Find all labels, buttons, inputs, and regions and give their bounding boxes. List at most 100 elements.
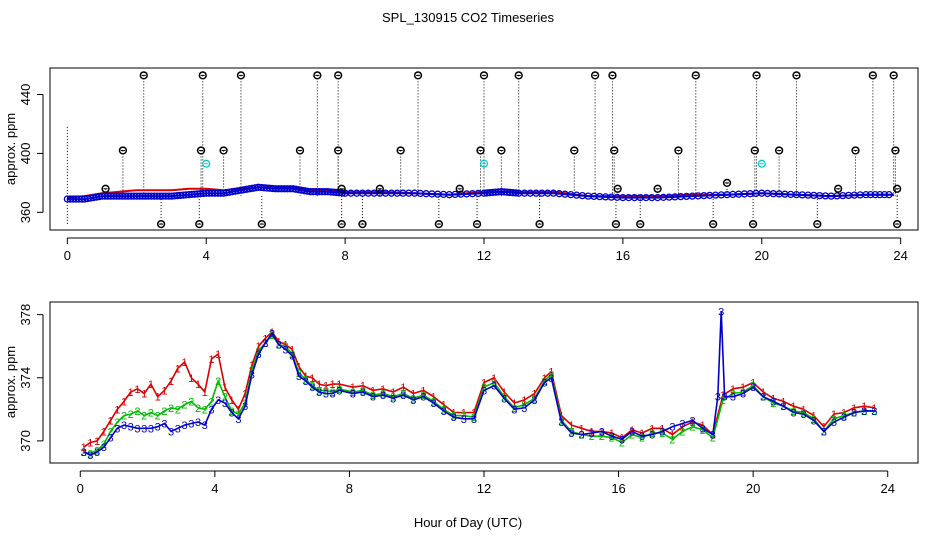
top-reference-marker bbox=[455, 184, 464, 193]
bottom-point-label-ch3: 3 bbox=[282, 344, 288, 356]
bottom-y-tick-label: 370 bbox=[18, 430, 33, 452]
top-reference-marker bbox=[337, 219, 346, 229]
bottom-x-tick-label: 4 bbox=[211, 481, 218, 496]
bottom-point-label-ch2: 2 bbox=[659, 428, 665, 440]
bottom-point-label-ch1: 1 bbox=[599, 426, 605, 438]
bottom-point-label-ch1: 1 bbox=[451, 407, 457, 419]
bottom-point-label-ch2: 2 bbox=[202, 404, 208, 416]
top-reference-marker bbox=[219, 146, 228, 155]
bottom-point-label-ch3: 3 bbox=[94, 447, 100, 459]
bottom-point-label-ch3: 3 bbox=[811, 415, 817, 427]
bottom-point-label-ch2: 2 bbox=[679, 426, 685, 438]
bottom-point-label-ch1: 1 bbox=[639, 428, 645, 440]
bottom-point-label-ch3: 3 bbox=[730, 392, 736, 404]
bottom-point-label-ch3: 3 bbox=[511, 404, 517, 416]
bottom-point-label-ch3: 3 bbox=[323, 389, 329, 401]
bottom-point-label-ch3: 3 bbox=[461, 414, 467, 426]
bottom-point-label-ch3: 3 bbox=[316, 387, 322, 399]
top-reference-marker bbox=[750, 146, 759, 155]
bottom-point-label-ch1: 1 bbox=[461, 407, 467, 419]
bottom-point-label-ch3: 3 bbox=[380, 390, 386, 402]
bottom-point-label-ch1: 1 bbox=[229, 395, 235, 407]
bottom-point-label-ch1: 1 bbox=[188, 373, 194, 385]
top-x-tick-label: 4 bbox=[203, 248, 210, 263]
bottom-point-label-ch3: 3 bbox=[330, 389, 336, 401]
top-reference-marker bbox=[752, 71, 761, 80]
top-reference-marker bbox=[313, 71, 322, 80]
top-reference-marker bbox=[375, 184, 384, 193]
top-reference-marker bbox=[295, 146, 305, 155]
bottom-point-label-ch3: 3 bbox=[861, 406, 867, 418]
bottom-point-label-ch3: 3 bbox=[659, 426, 665, 438]
bottom-point-label-ch1: 1 bbox=[316, 379, 322, 391]
bottom-point-label-ch1: 1 bbox=[511, 398, 517, 410]
bottom-point-label-ch1: 1 bbox=[821, 422, 827, 434]
bottom-x-tick-label: 12 bbox=[477, 481, 491, 496]
bottom-point-label-ch1: 1 bbox=[609, 428, 615, 440]
bottom-x-tick-label: 0 bbox=[77, 481, 84, 496]
bottom-point-label-ch1: 1 bbox=[360, 381, 366, 393]
bottom-point-label-ch1: 1 bbox=[471, 407, 477, 419]
bottom-point-label-ch1: 1 bbox=[175, 363, 181, 375]
bottom-point-label-ch3: 3 bbox=[831, 417, 837, 429]
top-reference-marker bbox=[198, 71, 207, 80]
bottom-point-label-ch2: 2 bbox=[639, 433, 645, 445]
bottom-point-label-ch1: 1 bbox=[87, 437, 93, 449]
bottom-point-label-ch3: 3 bbox=[770, 396, 776, 408]
bottom-point-label-ch1: 1 bbox=[155, 392, 161, 404]
top-reference-marker bbox=[636, 219, 645, 229]
bottom-point-label-ch1: 1 bbox=[568, 420, 574, 432]
bottom-point-label-ch3: 3 bbox=[649, 430, 655, 442]
bottom-point-label-ch1: 1 bbox=[871, 403, 877, 415]
bottom-point-label-ch2: 2 bbox=[175, 404, 181, 416]
bottom-point-label-ch1: 1 bbox=[531, 389, 537, 401]
bottom-point-label-ch2: 2 bbox=[249, 365, 255, 377]
bottom-point-label-ch1: 1 bbox=[121, 396, 127, 408]
bottom-point-label-ch3: 3 bbox=[599, 426, 605, 438]
bottom-point-label-ch3: 3 bbox=[114, 423, 120, 435]
bottom-point-label-ch3: 3 bbox=[141, 423, 147, 435]
bottom-point-label-ch2: 2 bbox=[461, 411, 467, 423]
bottom-point-label-ch1: 1 bbox=[161, 385, 167, 397]
bottom-point-label-ch3: 3 bbox=[679, 419, 685, 431]
bottom-point-label-ch3: 3 bbox=[491, 381, 497, 393]
bottom-point-label-ch2: 2 bbox=[548, 370, 554, 382]
bottom-point-label-ch2: 2 bbox=[871, 406, 877, 418]
bottom-point-label-ch3: 3 bbox=[87, 450, 93, 462]
bottom-point-label-ch1: 1 bbox=[841, 407, 847, 419]
bottom-point-label-ch1: 1 bbox=[128, 387, 134, 399]
bottom-point-label-ch3: 3 bbox=[471, 414, 477, 426]
bottom-point-label-ch2: 2 bbox=[182, 400, 188, 412]
bottom-point-label-ch3: 3 bbox=[451, 412, 457, 424]
top-ylabel: approx. ppm bbox=[3, 113, 18, 185]
top-reference-marker bbox=[358, 219, 367, 229]
top-reference-marker bbox=[139, 71, 148, 80]
top-data-point bbox=[871, 191, 879, 199]
bottom-point-label-ch3: 3 bbox=[481, 385, 487, 397]
top-x-tick-label: 24 bbox=[893, 248, 907, 263]
bottom-point-label-ch2: 2 bbox=[629, 430, 635, 442]
top-reference-marker bbox=[868, 71, 878, 80]
top-reference-marker bbox=[396, 146, 405, 155]
top-reference-marker bbox=[535, 219, 544, 229]
bottom-point-label-ch1: 1 bbox=[760, 387, 766, 399]
bottom-point-label-ch2: 2 bbox=[780, 401, 786, 413]
bottom-point-label-ch1: 1 bbox=[831, 409, 837, 421]
bottom-point-label-ch2: 2 bbox=[669, 434, 675, 446]
top-data-point bbox=[880, 191, 889, 199]
bottom-point-label-ch1: 1 bbox=[215, 349, 221, 361]
bottom-point-label-ch3: 3 bbox=[215, 395, 221, 407]
bottom-point-label-ch1: 1 bbox=[811, 411, 817, 423]
bottom-point-label-ch2: 2 bbox=[235, 409, 241, 421]
top-reference-marker bbox=[611, 219, 621, 229]
bottom-point-label-ch2: 2 bbox=[161, 406, 167, 418]
bottom-point-label-ch1: 1 bbox=[720, 390, 726, 402]
top-reference-marker bbox=[195, 219, 204, 229]
bottom-point-label-ch1: 1 bbox=[801, 404, 807, 416]
top-reference-marker bbox=[613, 184, 622, 193]
bottom-point-label-ch1: 1 bbox=[195, 379, 201, 391]
top-axes: 0 4 8 12 16 20 24 360 400 440 bbox=[18, 84, 908, 263]
bottom-point-label-ch3: 3 bbox=[629, 426, 635, 438]
bottom-point-label-ch3: 3 bbox=[107, 433, 113, 445]
bottom-point-label-ch3: 3 bbox=[168, 426, 174, 438]
